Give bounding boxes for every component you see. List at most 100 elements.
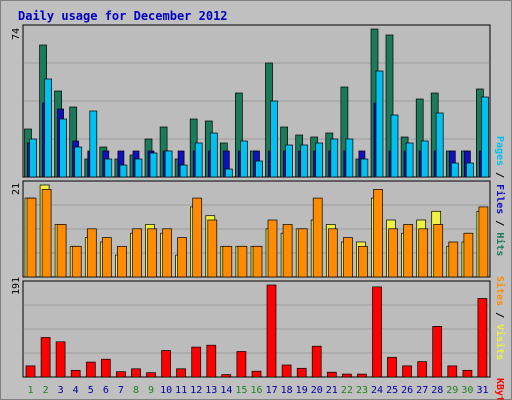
legend-sites: Sites (494, 276, 506, 306)
legend-kbytes: KBytes (494, 378, 505, 400)
sites-bar-day-21 (327, 228, 338, 278)
pages-bar-day-17 (270, 100, 278, 178)
legend-pages: Pages (494, 136, 505, 166)
sites-bar-day-3 (56, 224, 67, 278)
kbytes-bar-day-28 (432, 326, 443, 378)
day-label-12: 12 (190, 385, 202, 396)
pages-bar-day-11 (179, 164, 188, 178)
kbytes-bar-day-10 (161, 350, 171, 378)
pages-bar-day-6 (104, 158, 113, 178)
hits-max-label: 74 (11, 28, 22, 40)
pages-bar-day-7 (119, 164, 128, 178)
kbytes-bar-day-15 (236, 351, 247, 378)
sites-bar-day-5 (86, 228, 97, 278)
sites-bar-day-9 (147, 228, 157, 278)
kbytes-bar-day-4 (70, 369, 81, 378)
pages-bar-day-8 (134, 158, 143, 178)
sites-bar-day-2 (41, 189, 52, 278)
day-label-1: 1 (27, 385, 33, 396)
kbytes-bar-day-26 (402, 365, 412, 378)
kbytes-bar-day-18 (281, 364, 292, 378)
day-label-15: 15 (235, 385, 247, 396)
day-label-25: 25 (386, 385, 398, 396)
chart-panels (22, 24, 491, 378)
sites-bar-day-30 (463, 232, 474, 278)
kbytes-bar-day-25 (387, 356, 397, 378)
day-label-30: 30 (461, 385, 473, 396)
day-label-5: 5 (88, 385, 94, 396)
kbytes-bar-day-5 (85, 361, 96, 378)
day-label-16: 16 (250, 385, 262, 396)
kbytes-bar-day-27 (417, 361, 428, 378)
sites-bar-day-25 (388, 228, 398, 278)
kbytes-bar-day-14 (221, 374, 232, 378)
day-label-10: 10 (160, 385, 172, 396)
sites-bar-day-15 (237, 245, 248, 278)
kbytes-bar-day-21 (326, 371, 337, 378)
kbytes-bar-day-11 (176, 368, 186, 378)
sites-bar-day-4 (71, 245, 82, 278)
pages-bar-day-30 (466, 162, 474, 178)
day-label-4: 4 (73, 385, 79, 396)
kbytes-bar-day-9 (146, 372, 156, 378)
sites-bar-day-8 (132, 228, 142, 278)
day-label-21: 21 (326, 385, 338, 396)
day-label-3: 3 (58, 385, 64, 396)
day-label-13: 13 (205, 385, 217, 396)
sites-bar-day-14 (222, 245, 233, 278)
pages-bar-day-21 (330, 138, 339, 178)
visits-max-label: 21 (11, 183, 22, 195)
kbytes-bar-day-6 (100, 358, 111, 378)
day-label-9: 9 (148, 385, 154, 396)
kbytes-max-label: 191 (11, 277, 22, 295)
sites-bar-day-26 (403, 224, 413, 278)
day-label-24: 24 (371, 385, 383, 396)
day-labels: 1 2 3 4 5 6 7 8 9 10 11 12 13 14 15 16 17 18 19 20 21 22 23 24 2… (27, 385, 488, 396)
sites-bar-day-1 (26, 197, 37, 278)
sites-bar-day-16 (252, 245, 263, 278)
day-label-7: 7 (118, 385, 124, 396)
pages-bar-day-4 (74, 146, 83, 178)
kbytes-bar-day-16 (251, 370, 262, 378)
day-label-11: 11 (175, 385, 187, 396)
kbytes-bar-day-20 (311, 345, 322, 378)
sites-bar-day-27 (418, 228, 429, 278)
sites-bar-day-20 (312, 197, 323, 278)
pages-bar-day-13 (209, 132, 218, 178)
pages-bar-day-14 (224, 168, 233, 178)
day-label-18: 18 (281, 385, 293, 396)
pages-bar-day-23 (360, 158, 369, 178)
pages-bar-day-18 (285, 144, 293, 178)
pages-bar-day-16 (255, 160, 263, 178)
kbytes-bar-day-22 (342, 373, 352, 378)
day-label-31: 31 (476, 385, 488, 396)
legend-middle: Sites / Visits (494, 276, 506, 360)
pages-bar-day-22 (345, 138, 354, 178)
kbytes-bar-day-31 (477, 298, 488, 378)
day-label-29: 29 (446, 385, 458, 396)
sites-bar-day-12 (192, 197, 203, 278)
chart-marks (24, 28, 489, 378)
pages-bar-day-29 (450, 162, 459, 178)
day-label-2: 2 (43, 385, 49, 396)
day-label-26: 26 (401, 385, 413, 396)
pages-bar-day-19 (300, 144, 309, 178)
chart-title: Daily usage for December 2012 (18, 9, 228, 23)
sites-bar-day-6 (101, 237, 112, 278)
day-label-22: 22 (341, 385, 353, 396)
kbytes-bar-day-1 (25, 365, 36, 378)
sites-bar-day-24 (373, 189, 383, 278)
sites-bar-day-10 (162, 228, 172, 278)
sites-bar-day-29 (448, 241, 459, 278)
sites-bar-day-28 (433, 224, 444, 278)
pages-bar-day-20 (315, 142, 324, 178)
kbytes-bar-day-29 (447, 365, 458, 378)
sites-bar-day-18 (282, 224, 293, 278)
pages-bar-day-1 (29, 138, 37, 178)
sites-bar-day-11 (177, 237, 187, 278)
kbytes-bar-day-23 (357, 373, 367, 378)
kbytes-bar-day-19 (296, 367, 307, 378)
day-label-23: 23 (356, 385, 368, 396)
